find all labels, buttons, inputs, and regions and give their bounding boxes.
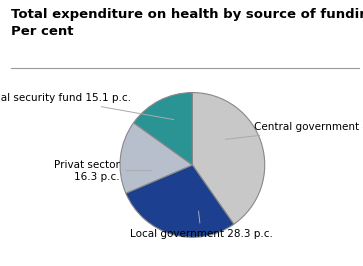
- Text: Privat sector
16.3 p.c.: Privat sector 16.3 p.c.: [54, 160, 152, 181]
- Text: Total expenditure on health by source of funding. 2003.
Per cent: Total expenditure on health by source of…: [11, 8, 363, 38]
- Wedge shape: [192, 93, 265, 224]
- Text: Local government 28.3 p.c.: Local government 28.3 p.c.: [130, 211, 273, 239]
- Wedge shape: [134, 93, 192, 165]
- Wedge shape: [120, 123, 192, 193]
- Wedge shape: [126, 165, 234, 237]
- Text: Social security fund 15.1 p.c.: Social security fund 15.1 p.c.: [0, 93, 174, 120]
- Text: Central government 40.3 p.c.: Central government 40.3 p.c.: [225, 122, 363, 139]
